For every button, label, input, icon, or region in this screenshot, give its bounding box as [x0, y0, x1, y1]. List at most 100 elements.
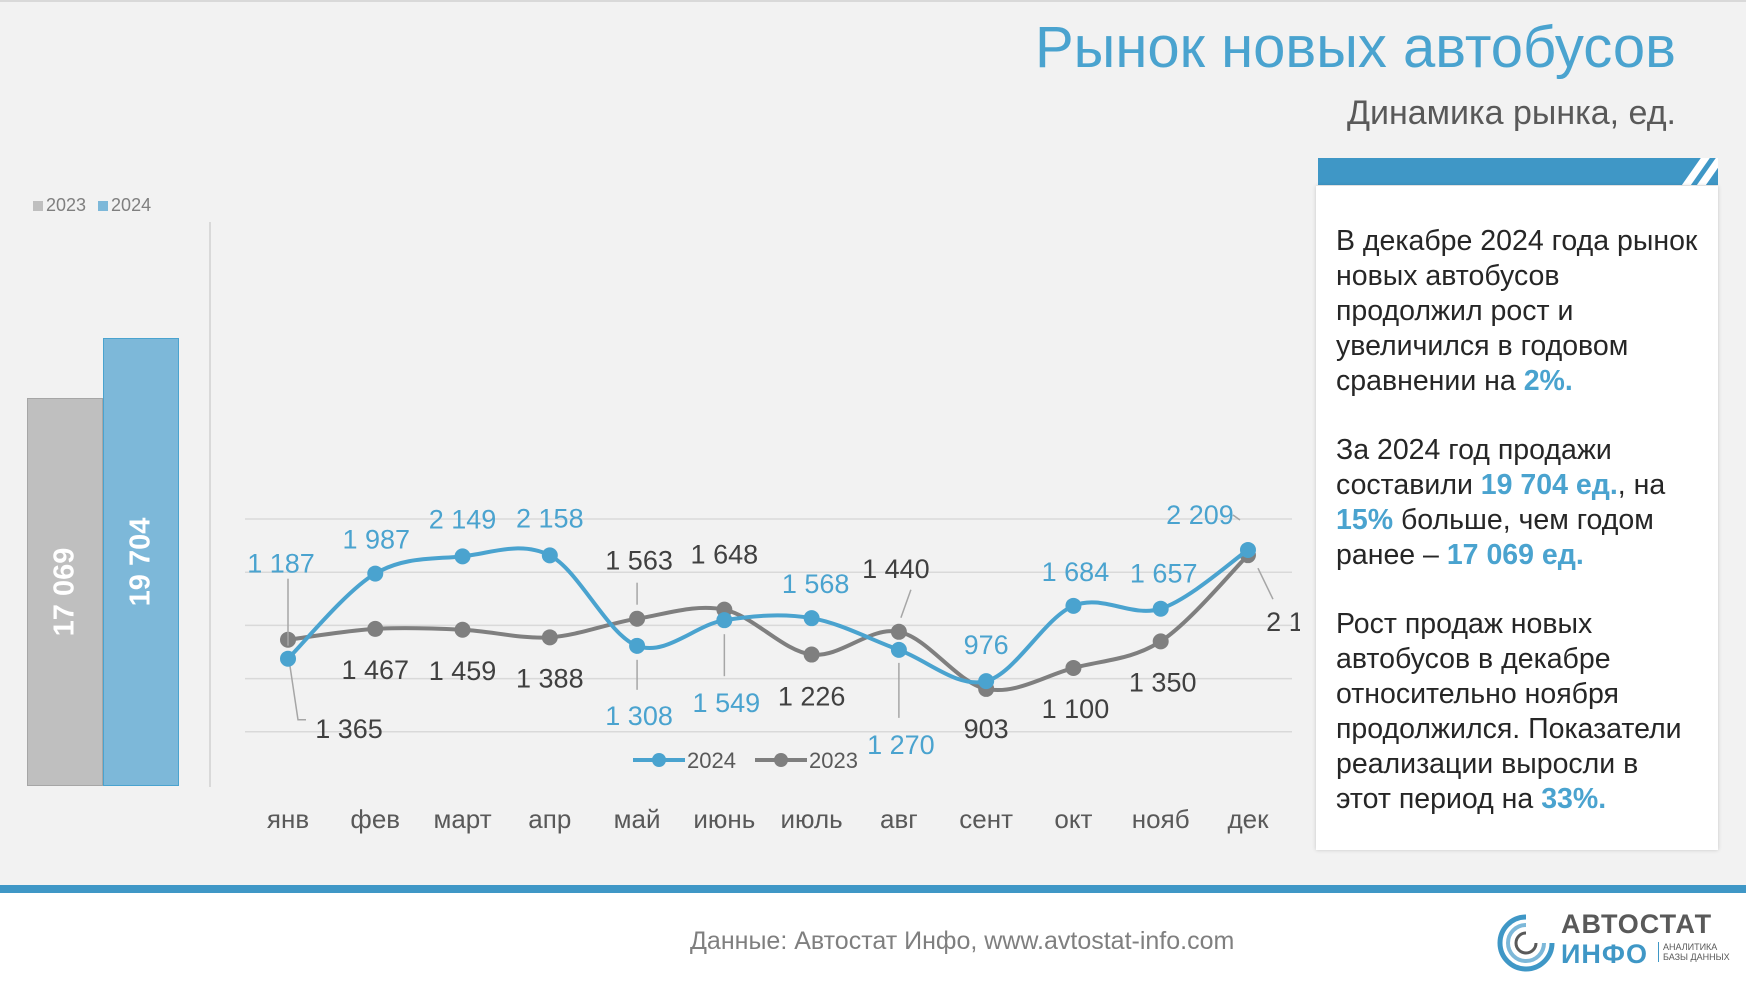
point-2023-фев	[367, 620, 384, 637]
x-tick-label: авг	[880, 804, 918, 834]
data-label-2023-май: 1 563	[605, 546, 673, 576]
x-tick-label: май	[614, 804, 661, 834]
chart-separator	[209, 222, 211, 787]
point-2023-окт	[1065, 659, 1082, 676]
logo-tagline-2: БАЗЫ ДАННЫХ	[1663, 952, 1730, 962]
x-tick-label: апр	[528, 804, 571, 834]
leader-line	[1257, 567, 1274, 600]
point-2024-авг	[890, 641, 907, 658]
totals-legend-label-2023: 2023	[46, 195, 87, 215]
data-label-2023-янв: 1 365	[315, 714, 383, 744]
data-label-2023-дек: 2 160	[1266, 607, 1300, 637]
totals-legend: 2023 2024	[33, 195, 151, 216]
data-label-2023-окт: 1 100	[1042, 694, 1110, 724]
data-label-2024-март: 2 149	[429, 504, 497, 534]
data-source: Данные: Автостат Инфо, www.avtostat-info…	[690, 927, 1235, 955]
info-highlight: 19 704 ед.	[1480, 469, 1618, 501]
info-paragraph-3: Рост продаж новых автобусов в декабре от…	[1336, 607, 1700, 817]
x-tick-label: янв	[267, 804, 309, 834]
legend-swatch-2024	[98, 200, 109, 211]
info-text: Рост продаж новых автобусов в декабре от…	[1336, 608, 1682, 815]
point-2023-июль	[803, 646, 820, 663]
data-label-2024-нояб: 1 657	[1130, 559, 1198, 589]
point-2024-фев	[367, 565, 384, 582]
data-label-2024-дек: 2 209	[1166, 500, 1234, 530]
data-label-2024-май: 1 308	[605, 701, 673, 731]
x-tick-label: окт	[1054, 804, 1092, 834]
data-label-2024-янв: 1 187	[247, 549, 315, 579]
legend-label-2023: 2023	[809, 748, 858, 773]
data-label-2023-фев: 1 467	[341, 655, 409, 685]
logo-tagline: АНАЛИТИКА БАЗЫ ДАННЫХ	[1658, 942, 1730, 962]
top-border	[0, 0, 1746, 2]
data-label-2023-март: 1 459	[429, 656, 497, 686]
point-2024-июль	[803, 610, 820, 627]
total-bar-2023: 17 069	[27, 397, 103, 786]
data-label-2023-июнь: 1 648	[691, 540, 759, 570]
legend-marker-2023	[774, 753, 788, 767]
totals-legend-label-2024: 2024	[111, 195, 152, 215]
data-label-2024-фев: 1 987	[342, 525, 410, 555]
point-2023-май	[629, 610, 646, 627]
logo-text-top: АВТОСТАТ	[1561, 909, 1713, 939]
data-label-2023-июль: 1 226	[778, 682, 846, 712]
point-2024-июнь	[716, 612, 733, 629]
point-2024-окт	[1065, 597, 1082, 614]
footer-divider	[0, 885, 1746, 893]
leader-line	[287, 652, 306, 721]
data-label-2023-авг: 1 440	[862, 554, 930, 584]
point-2024-сент	[978, 673, 995, 690]
info-card-header	[1318, 158, 1718, 185]
info-paragraph-2: За 2024 год продажи составили 19 704 ед.…	[1336, 433, 1700, 573]
x-tick-label: март	[433, 804, 491, 834]
x-tick-label: дек	[1227, 804, 1269, 834]
leader-line	[900, 589, 912, 619]
data-label-2024-окт: 1 684	[1042, 557, 1110, 587]
info-paragraph-1: В декабре 2024 года рынок новых автобусо…	[1336, 224, 1700, 399]
point-2024-май	[629, 637, 646, 654]
point-2023-март	[454, 621, 471, 638]
data-label-2023-апр: 1 388	[516, 663, 584, 693]
logo-text-bottom: ИНФО	[1561, 939, 1648, 969]
legend-marker-2024	[652, 753, 666, 767]
data-label-2024-сент: 976	[964, 630, 1009, 660]
info-text: В декабре 2024 года рынок новых автобусо…	[1336, 225, 1698, 397]
autostat-logo: АВТОСТАТ ИНФО АНАЛИТИКА БАЗЫ ДАННЫХ	[1495, 909, 1735, 975]
monthly-line-chart: 1 365 1 467 1 459 1 388 1 563 1 648 1 226 1 440…	[245, 500, 1300, 834]
totals-legend-item-2024: 2024	[98, 195, 151, 216]
x-tick-label: июнь	[693, 804, 755, 834]
footer: Данные: Автостат Инфо, www.avtostat-info…	[0, 893, 1746, 984]
info-highlight: 15%	[1336, 504, 1394, 536]
info-highlight: 33%.	[1541, 783, 1607, 815]
x-tick-label: сент	[959, 804, 1013, 834]
data-label-2024-июль: 1 568	[782, 569, 850, 599]
logo-tagline-1: АНАЛИТИКА	[1663, 942, 1718, 952]
page-title: Рынок новых автобусов	[1034, 15, 1676, 80]
point-2023-апр	[541, 629, 558, 646]
data-label-2023-сент: 903	[964, 714, 1009, 744]
info-text: За 2024 год продажи составили	[1336, 434, 1612, 501]
legend-label-2024: 2024	[687, 748, 736, 773]
legend-swatch-2023	[33, 200, 43, 211]
logo-swirl-icon	[1497, 914, 1555, 972]
info-highlight: 2%.	[1523, 365, 1573, 397]
x-tick-label: июль	[781, 804, 843, 834]
info-card: В декабре 2024 года рынок новых автобусо…	[1316, 186, 1718, 850]
info-text: больше, чем годом ранее –	[1336, 504, 1654, 571]
point-2024-дек	[1239, 541, 1256, 558]
x-tick-label: фев	[350, 804, 400, 834]
page-subtitle: Динамика рынка, ед.	[1346, 94, 1676, 132]
point-2023-нояб	[1152, 633, 1169, 650]
point-2024-нояб	[1152, 600, 1169, 617]
point-2024-апр	[541, 547, 558, 564]
point-2023-авг	[890, 623, 907, 640]
point-2024-янв	[280, 650, 296, 667]
leader-line	[1232, 514, 1241, 521]
data-label-2024-июнь: 1 549	[693, 688, 761, 718]
total-bar-2024: 19 704	[103, 338, 179, 786]
info-highlight: 17 069 ед.	[1446, 539, 1584, 571]
data-label-2024-апр: 2 158	[516, 503, 584, 533]
x-tick-label: нояб	[1132, 804, 1190, 834]
totals-legend-item-2023: 2023	[33, 195, 86, 216]
info-text: , на	[1617, 469, 1666, 501]
